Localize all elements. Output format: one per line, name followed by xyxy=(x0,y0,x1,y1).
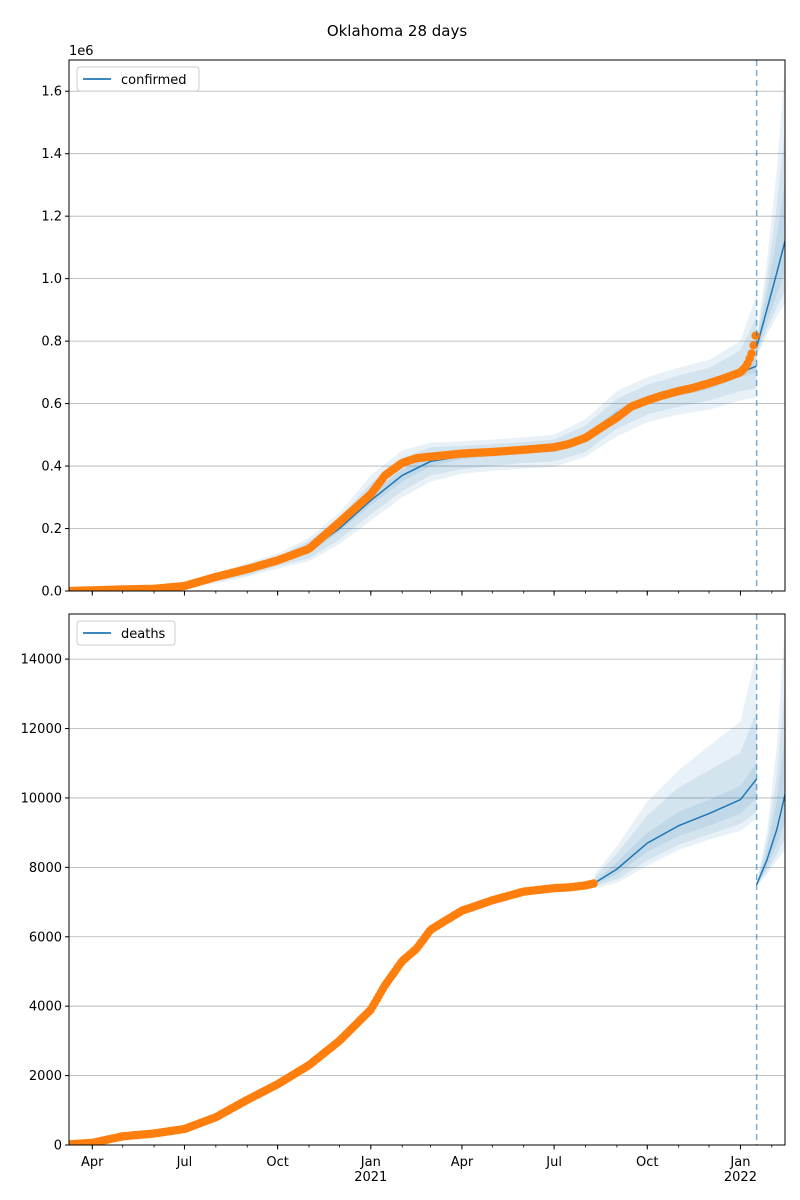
plot-area xyxy=(69,66,785,591)
x-tick-label: Apr xyxy=(81,1155,104,1170)
forecast-band xyxy=(756,683,785,887)
y-tick-label: 10000 xyxy=(21,791,62,806)
axes-frame xyxy=(68,613,786,1146)
confirmed-panel: 0.0 0.2 0.4 0.6 0.8 1.0 1.2 1.4 1.6 1e6 confirmed xyxy=(41,44,786,600)
x-tick-label: 2021 xyxy=(354,1170,387,1185)
x-tick-label: Apr xyxy=(451,1155,474,1170)
legend: deaths xyxy=(76,620,176,646)
y-tick-label: 1.2 xyxy=(41,210,62,225)
legend-label: deaths xyxy=(121,627,166,642)
forecast-band xyxy=(756,624,785,887)
forecast-band xyxy=(756,66,785,357)
y-tick-label: 1.0 xyxy=(41,272,62,287)
x-tick-label: Jan xyxy=(729,1155,750,1170)
uncertainty-band xyxy=(69,356,757,591)
y-tick-label: 1.4 xyxy=(41,147,62,162)
deaths-panel: 0 2000 4000 6000 8000 10000 12000 14000 Apr Jul Oc… xyxy=(21,613,786,1185)
forecast-line xyxy=(755,794,785,885)
axes-frame xyxy=(68,59,786,592)
x-tick-label: Jul xyxy=(545,1155,562,1170)
chart-title: Oklahoma 28 days xyxy=(327,22,468,40)
y-tick-label: 14000 xyxy=(21,653,62,668)
forecast-band xyxy=(756,179,785,352)
observed-point xyxy=(751,331,760,340)
x-tick-label: Oct xyxy=(636,1155,658,1170)
uncertainty-band xyxy=(69,294,757,591)
y-tick-label: 0.6 xyxy=(41,397,62,412)
forecast-band xyxy=(756,127,785,355)
legend-label: confirmed xyxy=(121,73,187,88)
legend-box xyxy=(76,620,176,646)
x-tick-label: Oct xyxy=(266,1155,288,1170)
y-tick-label: 0.4 xyxy=(41,460,62,475)
legend-box xyxy=(76,66,200,92)
y-tick-label: 8000 xyxy=(29,861,62,876)
y-tick-label: 4000 xyxy=(29,1000,62,1015)
y-tick-label: 1.6 xyxy=(41,85,62,100)
forecast-band xyxy=(756,735,785,886)
y-offset-label: 1e6 xyxy=(69,44,94,59)
uncertainty-band xyxy=(594,711,757,887)
x-tick-label: Jan xyxy=(360,1155,381,1170)
y-tick-label: 6000 xyxy=(29,930,62,945)
y-tick-label: 0 xyxy=(54,1139,62,1154)
y-tick-label: 0.2 xyxy=(41,522,62,537)
x-tick-label: Jul xyxy=(176,1155,193,1170)
observed-point xyxy=(749,341,758,350)
observed-series xyxy=(69,331,760,591)
forecast-line xyxy=(755,241,785,348)
y-tick-label: 0.0 xyxy=(41,585,62,600)
x-tick-label: 2022 xyxy=(724,1170,757,1185)
observed-point xyxy=(589,879,598,888)
y-tick-label: 12000 xyxy=(21,722,62,737)
observed-series xyxy=(69,879,598,1145)
y-tick-label: 2000 xyxy=(29,1069,62,1084)
observed-point xyxy=(747,349,756,358)
model-line xyxy=(594,778,758,884)
y-tick-label: 0.8 xyxy=(41,335,62,350)
plot-area xyxy=(69,624,785,1145)
uncertainty-band xyxy=(594,652,757,889)
legend: confirmed xyxy=(76,66,200,92)
